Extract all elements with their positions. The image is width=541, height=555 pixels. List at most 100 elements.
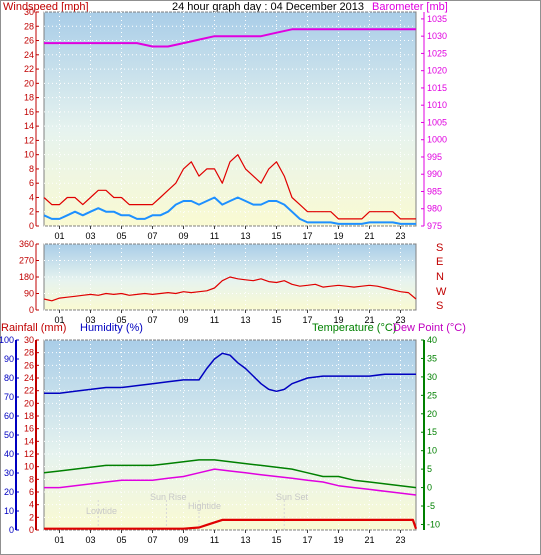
humidity-axis-tick-label: 60 — [4, 411, 14, 421]
sunset-annotation: Sun Set — [276, 492, 309, 502]
compass-labels: S E N W S — [436, 242, 447, 312]
x-tick-label-3: 13 — [240, 535, 250, 545]
rainfall-axis-tick-label: 2 — [29, 512, 34, 522]
direction-axis-tick-label: 90 — [24, 289, 34, 299]
barometer-axis-tick-label: 1005 — [427, 117, 447, 127]
x-tick-label-3: 23 — [395, 535, 405, 545]
temperature-axis-tick-label: 15 — [427, 427, 437, 437]
windspeed-axis-tick-label: 10 — [24, 150, 34, 160]
x-tick-label-2: 21 — [364, 315, 374, 325]
direction-series — [43, 276, 417, 302]
barometer-axis-tick-label: 990 — [427, 169, 442, 179]
x-tick-label-3: 03 — [85, 535, 95, 545]
data-series — [43, 28, 418, 530]
rainfall-axis-tick-label: 28 — [24, 348, 34, 358]
compass-label-s-top: S — [436, 242, 443, 254]
rainfall-axis-tick-label: 20 — [24, 398, 34, 408]
humidity-axis-tick-label: 10 — [4, 506, 14, 516]
x-tick-label-3: 01 — [54, 535, 64, 545]
rainfall-axis-tick-label: 10 — [24, 462, 34, 472]
x-tick-label-1: 23 — [395, 231, 405, 241]
humidity-axis-label: Humidity (%) — [80, 322, 143, 334]
axis-ticks: 01 03 05 07 09 11 13 15 17 19 21 230246810121416182… — [0, 7, 447, 545]
rainfall-axis-tick-label: 16 — [24, 424, 34, 434]
rainfall-axis-tick-label: 22 — [24, 386, 34, 396]
x-tick-label-1: 05 — [116, 231, 126, 241]
direction-axis-tick-label: 180 — [19, 272, 34, 282]
x-tick-label-3: 17 — [302, 535, 312, 545]
temperature-axis-tick-label: 30 — [427, 372, 437, 382]
dewpoint-series — [44, 468, 417, 496]
humidity-series — [44, 352, 416, 394]
barometer-axis-tick-label: 1030 — [427, 31, 447, 41]
barometer-axis-tick-label: 1010 — [427, 100, 447, 110]
compass-label-n: N — [436, 271, 444, 283]
barometer-axis-label: Barometer [mb] — [372, 1, 448, 13]
temperature-axis-tick-label: 35 — [427, 353, 437, 363]
x-tick-label-2: 01 — [54, 315, 64, 325]
humidity-axis-tick-label: 90 — [4, 354, 14, 364]
rainfall-axis-tick-label: 8 — [29, 474, 34, 484]
rainfall-axis-tick-label: 30 — [24, 335, 34, 345]
barometer-axis-tick-label: 1015 — [427, 83, 447, 93]
avg-wind-series — [43, 196, 416, 225]
x-tick-label-2: 05 — [116, 315, 126, 325]
windspeed-axis-tick-label: 18 — [24, 93, 34, 103]
compass-label-s-bottom: S — [436, 300, 443, 312]
humidity-axis-tick-label: 70 — [4, 392, 14, 402]
event-annotations: Lowtide Sun Rise Hightide Sun Set — [86, 492, 309, 516]
rainfall-axis-tick-label: 12 — [24, 449, 34, 459]
windspeed-axis-tick-label: 22 — [24, 64, 34, 74]
x-tick-label-1: 11 — [210, 231, 219, 241]
direction-axis-tick-label: 0 — [29, 305, 34, 315]
barometer-axis-tick-label: 975 — [427, 221, 442, 231]
direction-axis-tick-label: 360 — [19, 239, 34, 249]
temperature-axis-tick-label: 5 — [427, 464, 432, 474]
dewpoint-axis-label: Dew Point (°C) — [393, 322, 466, 334]
x-tick-label-2: 09 — [178, 315, 188, 325]
x-tick-label-1: 15 — [271, 231, 281, 241]
rainfall-axis-tick-label: 14 — [24, 436, 34, 446]
temperature-axis-tick-label: 20 — [427, 409, 437, 419]
windspeed-axis-tick-label: 0 — [29, 221, 34, 231]
temperature-series — [43, 459, 417, 489]
temperature-axis-tick-label: 40 — [427, 335, 437, 345]
rainfall-axis-tick-label: 18 — [24, 411, 34, 421]
x-tick-label-3: 05 — [116, 535, 126, 545]
humidity-axis-tick-label: 30 — [4, 468, 14, 478]
windspeed-axis-tick-label: 26 — [24, 36, 34, 46]
windspeed-axis-tick-label: 6 — [29, 178, 34, 188]
rainfall-axis-tick-label: 6 — [29, 487, 34, 497]
windspeed-axis-tick-label: 20 — [24, 78, 34, 88]
direction-axis-tick-label: 270 — [19, 256, 34, 266]
humidity-axis-tick-label: 0 — [9, 525, 14, 535]
windspeed-axis-tick-label: 24 — [24, 50, 34, 60]
rain-temp-plot-area — [43, 339, 417, 531]
windspeed-axis-tick-label: 12 — [24, 135, 34, 145]
temperature-axis-label: Temperature (°C) — [312, 322, 396, 334]
x-tick-label-1: 17 — [302, 231, 312, 241]
x-tick-label-1: 01 — [54, 231, 64, 241]
humidity-axis-tick-label: 80 — [4, 373, 14, 383]
x-tick-label-1: 19 — [333, 231, 343, 241]
windspeed-axis-tick-label: 2 — [29, 207, 34, 217]
x-tick-label-3: 11 — [210, 535, 219, 545]
x-tick-label-2: 23 — [395, 315, 405, 325]
barometer-series — [44, 28, 416, 48]
x-tick-label-2: 13 — [240, 315, 250, 325]
x-tick-label-3: 21 — [364, 535, 374, 545]
x-tick-label-2: 11 — [210, 315, 219, 325]
rainfall-axis-tick-label: 0 — [29, 525, 34, 535]
x-tick-label-1: 21 — [364, 231, 374, 241]
x-tick-label-2: 07 — [147, 315, 157, 325]
x-tick-label-3: 19 — [333, 535, 343, 545]
humidity-axis-tick-label: 50 — [4, 430, 14, 440]
rainfall-axis-tick-label: 26 — [24, 360, 34, 370]
windspeed-axis-tick-label: 8 — [29, 164, 34, 174]
graph-title: 24 hour graph day : 04 December 2013 — [172, 1, 364, 13]
barometer-axis-tick-label: 1000 — [427, 135, 447, 145]
x-tick-label-1: 09 — [178, 231, 188, 241]
x-tick-label-1: 07 — [147, 231, 157, 241]
x-tick-label-3: 09 — [178, 535, 188, 545]
